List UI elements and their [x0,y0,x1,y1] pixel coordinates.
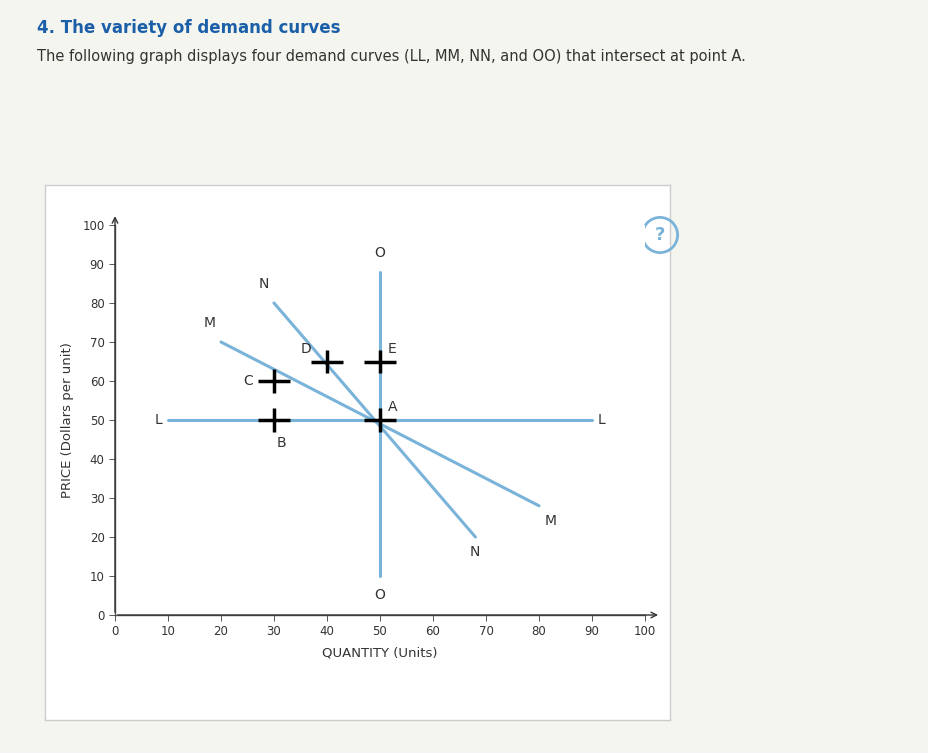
X-axis label: QUANTITY (Units): QUANTITY (Units) [322,647,437,660]
Text: The following graph displays four demand curves (LL, MM, NN, and OO) that inters: The following graph displays four demand… [37,49,745,64]
Text: C: C [243,374,252,388]
Text: M: M [203,316,215,331]
Text: E: E [388,342,396,355]
Text: ?: ? [654,226,664,244]
Text: A: A [388,400,397,414]
Text: N: N [258,277,268,291]
Text: 4. The variety of demand curves: 4. The variety of demand curves [37,19,341,37]
Text: D: D [300,342,311,355]
Text: N: N [470,545,480,559]
Text: L: L [597,413,604,427]
Text: M: M [544,514,556,528]
Text: O: O [374,246,385,260]
Text: B: B [277,435,286,450]
Text: L: L [155,413,162,427]
Text: O: O [374,587,385,602]
Y-axis label: PRICE (Dollars per unit): PRICE (Dollars per unit) [61,342,74,498]
